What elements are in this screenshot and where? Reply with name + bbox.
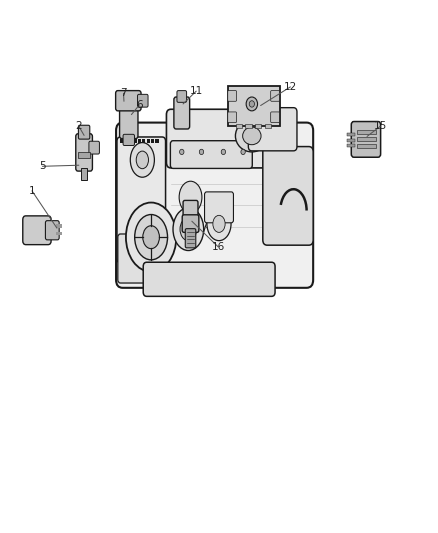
FancyBboxPatch shape <box>117 137 166 263</box>
Bar <box>81 168 87 180</box>
Bar <box>142 139 145 143</box>
Bar <box>357 144 376 148</box>
Ellipse shape <box>180 217 197 241</box>
Ellipse shape <box>134 214 167 260</box>
Bar <box>56 232 62 235</box>
Bar <box>255 124 261 128</box>
Text: 5: 5 <box>39 161 46 171</box>
Bar <box>347 133 355 136</box>
FancyBboxPatch shape <box>76 134 92 171</box>
Circle shape <box>241 149 245 155</box>
Ellipse shape <box>173 208 204 251</box>
Bar <box>347 144 355 147</box>
Text: 7: 7 <box>120 88 127 98</box>
Bar <box>138 139 141 143</box>
FancyBboxPatch shape <box>351 122 381 157</box>
Ellipse shape <box>131 142 154 177</box>
FancyBboxPatch shape <box>174 97 190 129</box>
Text: 6: 6 <box>136 100 143 110</box>
FancyBboxPatch shape <box>185 229 196 248</box>
FancyBboxPatch shape <box>89 141 99 154</box>
Bar <box>347 139 355 142</box>
Bar <box>155 139 159 143</box>
Ellipse shape <box>235 120 268 152</box>
Circle shape <box>199 149 204 155</box>
Ellipse shape <box>143 225 159 248</box>
FancyBboxPatch shape <box>182 215 199 232</box>
FancyBboxPatch shape <box>143 262 275 296</box>
FancyBboxPatch shape <box>263 147 313 245</box>
FancyBboxPatch shape <box>78 125 90 139</box>
FancyBboxPatch shape <box>116 123 313 288</box>
FancyBboxPatch shape <box>118 234 160 283</box>
Text: 12: 12 <box>284 82 297 92</box>
Circle shape <box>249 101 254 107</box>
Circle shape <box>221 149 226 155</box>
Text: 15: 15 <box>374 122 387 131</box>
FancyBboxPatch shape <box>120 104 138 139</box>
FancyBboxPatch shape <box>271 91 279 101</box>
Circle shape <box>180 149 184 155</box>
FancyBboxPatch shape <box>228 91 237 101</box>
Bar <box>129 139 132 143</box>
Ellipse shape <box>179 181 202 213</box>
FancyBboxPatch shape <box>46 221 59 240</box>
Text: 11: 11 <box>190 86 203 96</box>
FancyBboxPatch shape <box>23 216 51 245</box>
FancyBboxPatch shape <box>248 108 297 151</box>
Bar <box>357 137 376 141</box>
Bar <box>125 139 128 143</box>
FancyBboxPatch shape <box>170 141 252 168</box>
Ellipse shape <box>213 215 225 232</box>
Ellipse shape <box>243 127 261 144</box>
Bar <box>265 124 271 128</box>
Text: 2: 2 <box>75 122 82 131</box>
Ellipse shape <box>136 151 148 168</box>
FancyBboxPatch shape <box>228 86 280 126</box>
FancyBboxPatch shape <box>138 94 148 107</box>
FancyBboxPatch shape <box>183 200 198 220</box>
Bar <box>357 130 376 134</box>
FancyBboxPatch shape <box>177 91 187 102</box>
FancyBboxPatch shape <box>166 109 278 168</box>
Bar <box>236 124 242 128</box>
Bar <box>134 139 137 143</box>
Text: 16: 16 <box>212 242 225 252</box>
FancyBboxPatch shape <box>123 134 134 146</box>
Bar <box>147 139 150 143</box>
Bar <box>120 139 124 143</box>
Bar <box>245 124 252 128</box>
FancyBboxPatch shape <box>228 112 237 123</box>
FancyBboxPatch shape <box>271 112 279 123</box>
Ellipse shape <box>207 207 231 241</box>
Text: 1: 1 <box>28 186 35 196</box>
Bar <box>56 224 62 228</box>
Bar <box>151 139 154 143</box>
FancyBboxPatch shape <box>205 192 233 223</box>
Ellipse shape <box>126 203 176 272</box>
Circle shape <box>246 97 258 111</box>
FancyBboxPatch shape <box>116 91 141 111</box>
Bar <box>78 152 90 158</box>
